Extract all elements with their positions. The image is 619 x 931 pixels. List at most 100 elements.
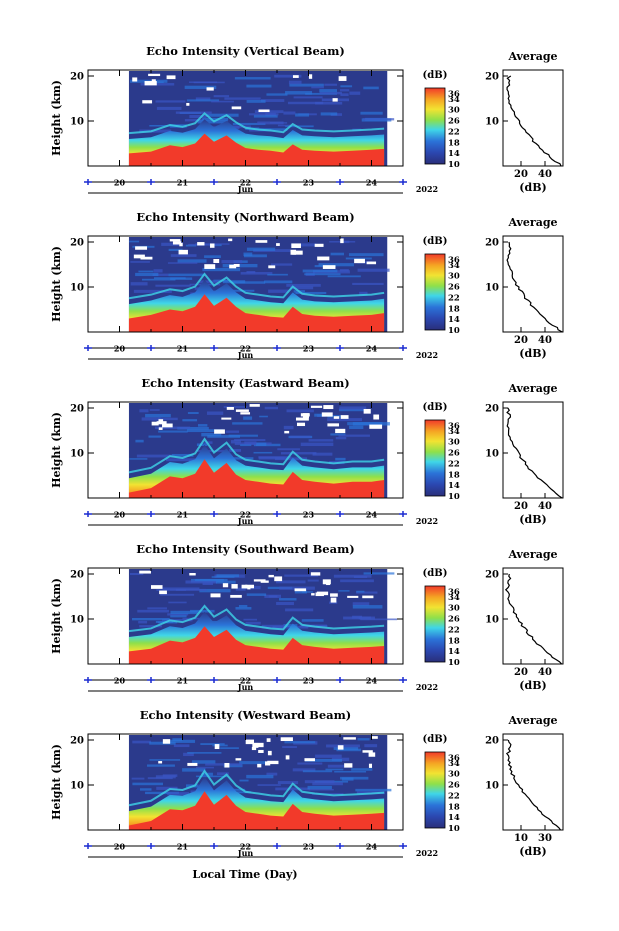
- heatmap-texture: [132, 782, 164, 786]
- missing-data-gap: [274, 576, 283, 582]
- elevated-layer: [128, 769, 385, 807]
- missing-data-gap: [330, 597, 337, 603]
- heatmap-texture: [187, 429, 224, 433]
- heatmap-texture: [349, 91, 361, 95]
- heatmap-texture: [171, 453, 194, 457]
- panel-title: Echo Intensity (Vertical Beam): [146, 44, 345, 58]
- heatmap-texture: [314, 413, 324, 417]
- missing-data-gap: [230, 594, 242, 598]
- missing-data-gap: [251, 746, 257, 751]
- colorbar-tick: 18: [448, 138, 460, 148]
- heatmap-texture: [173, 744, 190, 748]
- missing-data-gap: [245, 739, 255, 745]
- colorbar-tick: 34: [448, 593, 460, 603]
- colorbar-tick: 18: [448, 470, 460, 480]
- missing-data-gap: [310, 572, 321, 576]
- heatmap-texture: [170, 277, 193, 280]
- missing-data-gap: [344, 763, 353, 768]
- colorbar-tick: 30: [448, 604, 460, 614]
- heatmap-texture: [268, 595, 278, 598]
- missing-data-gap: [224, 762, 230, 768]
- heatmap-texture: [334, 770, 367, 773]
- missing-data-gap: [257, 763, 262, 768]
- panel-title: Echo Intensity (Eastward Beam): [141, 376, 349, 390]
- missing-data-gap: [255, 240, 268, 243]
- heatmap-texture: [295, 291, 327, 295]
- panel-title: Echo Intensity (Westward Beam): [140, 708, 351, 722]
- average-title: Average: [507, 548, 557, 561]
- heatmap-texture: [234, 77, 271, 80]
- heatmap-texture: [196, 443, 208, 447]
- missing-data-gap: [317, 256, 330, 261]
- heatmap-texture: [277, 781, 299, 785]
- day-label: 21: [177, 178, 188, 188]
- heatmap-texture: [131, 617, 170, 621]
- low-level-echo: [128, 626, 385, 664]
- missing-data-gap: [285, 755, 290, 760]
- missing-data-gap: [241, 584, 248, 589]
- colorbar-tick: 14: [448, 813, 460, 823]
- heatmap-texture: [129, 572, 144, 576]
- heatmap-texture: [283, 425, 294, 430]
- heatmap-texture: [211, 100, 234, 103]
- heatmap-texture: [246, 593, 267, 596]
- missing-data-gap: [221, 417, 232, 420]
- heatmap-texture: [235, 587, 246, 591]
- heatmap-texture: [152, 273, 169, 276]
- day-label: 23: [303, 676, 315, 686]
- heatmap-texture: [148, 435, 161, 438]
- missing-data-gap: [226, 406, 234, 410]
- y-tick-label: 20: [70, 72, 84, 83]
- day-label: 24: [366, 344, 378, 354]
- heatmap-texture: [238, 604, 248, 608]
- heatmap-texture: [190, 609, 215, 613]
- heatmap-texture: [333, 574, 372, 578]
- missing-data-gap: [362, 595, 374, 599]
- heatmap-texture: [223, 406, 248, 408]
- heatmap-texture: [340, 85, 353, 88]
- average-frame: [502, 567, 564, 665]
- colorbar-tick: 30: [448, 770, 460, 780]
- avg-x-tick-label: 20: [514, 501, 528, 512]
- missing-data-gap: [144, 81, 157, 86]
- heatmap-texture: [349, 425, 364, 430]
- heatmap-texture: [228, 434, 258, 437]
- missing-data-gap: [291, 243, 301, 249]
- missing-data-gap: [151, 79, 156, 83]
- heatmap-texture: [302, 269, 338, 273]
- heatmap-texture: [274, 457, 308, 461]
- heatmap-texture: [358, 616, 371, 620]
- missing-data-gap: [333, 416, 340, 419]
- missing-data-gap: [210, 243, 215, 248]
- heatmap-texture: [187, 412, 199, 415]
- heatmap-texture: [156, 786, 178, 790]
- heatmap-texture: [156, 589, 187, 591]
- y-tick-label: 10: [70, 615, 84, 626]
- colorbar-tick: 26: [448, 615, 460, 625]
- missing-data-gap: [156, 421, 167, 425]
- heatmap-texture: [279, 598, 297, 601]
- day-label: 24: [366, 842, 378, 852]
- month-label: Jun: [237, 848, 254, 858]
- colorbar-tick: 14: [448, 647, 460, 657]
- y-axis-label: Height (km): [50, 578, 63, 654]
- heatmap-texture: [206, 411, 224, 415]
- heatmap-texture: [352, 605, 383, 609]
- missing-data-gap: [258, 749, 264, 753]
- heatmap-texture: [312, 782, 343, 786]
- day-label: 22: [240, 842, 251, 852]
- y-axis-label: Height (km): [50, 412, 63, 488]
- missing-data-gap: [179, 242, 183, 247]
- panel-title: Echo Intensity (Northward Beam): [136, 210, 354, 224]
- heatmap-texture: [327, 275, 361, 278]
- heatmap-texture: [341, 240, 350, 244]
- heatmap-texture: [155, 426, 191, 430]
- heatmap-texture: [307, 579, 319, 582]
- heatmap-texture: [266, 772, 278, 776]
- missing-data-gap: [268, 265, 276, 269]
- missing-data-gap: [308, 74, 313, 79]
- missing-data-gap: [158, 761, 163, 764]
- missing-data-gap: [290, 249, 297, 255]
- heatmap-texture: [207, 435, 241, 438]
- heatmap-texture: [363, 86, 379, 90]
